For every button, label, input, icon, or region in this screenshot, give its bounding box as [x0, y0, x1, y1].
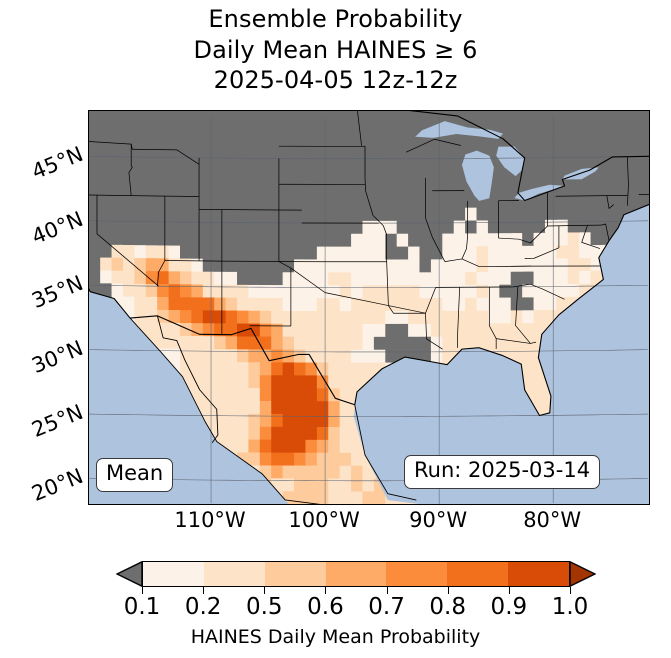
- colorbar-tick-label-7: 1.0: [551, 594, 589, 620]
- colorbar-tick-label-6: 0.9: [490, 594, 528, 620]
- colorbar-tick-5: [447, 587, 449, 594]
- lat-tick-35: 35°N: [28, 271, 87, 314]
- run-date-annotation: Run: 2025-03-14: [404, 455, 601, 489]
- member-annotation: Mean: [96, 458, 174, 492]
- title-line-3: 2025-04-05 12z-12z: [213, 66, 458, 95]
- colorbar-tick-1: [203, 587, 205, 594]
- title-line-1: Ensemble Probability: [208, 5, 463, 33]
- colorbar-tick-6: [508, 587, 510, 594]
- colorbar-tick-4: [386, 587, 388, 594]
- colorbar-tick-7: [570, 587, 571, 594]
- lat-tick-25: 25°N: [28, 399, 87, 443]
- lon-tick-80: 80°W: [523, 508, 582, 532]
- lat-tick-40: 40°N: [28, 206, 87, 249]
- colorbar: 0.1 0.2 0.5 0.6 0.7 0.8 0.9 1.0 HAINES Daily Me…: [0, 556, 671, 658]
- lon-tick-90: 90°W: [409, 508, 468, 532]
- colorbar-tick-label-1: 0.2: [184, 594, 222, 620]
- colorbar-segment-6: [508, 562, 570, 586]
- colorbar-segment-2: [264, 562, 326, 586]
- colorbar-tick-2: [264, 587, 266, 594]
- colorbar-tick-3: [325, 587, 327, 594]
- colorbar-segment-5: [447, 562, 509, 586]
- colorbar-segment-0: [143, 562, 204, 586]
- colorbar-tick-label-3: 0.6: [307, 594, 344, 620]
- colorbar-tick-label-2: 0.5: [245, 594, 283, 620]
- colorbar-tick-label-4: 0.7: [368, 594, 405, 620]
- colorbar-under-arrow: [116, 561, 142, 587]
- colorbar-tick-label-0: 0.1: [123, 594, 161, 620]
- lat-tick-20: 20°N: [28, 464, 87, 507]
- title-line-2: Daily Mean HAINES ≥ 6: [193, 35, 478, 64]
- lat-tick-45: 45°N: [28, 142, 87, 185]
- colorbar-segment-1: [203, 562, 265, 586]
- colorbar-over-arrow: [570, 561, 596, 587]
- colorbar-gradient: [142, 561, 570, 587]
- colorbar-segment-3: [325, 562, 387, 586]
- probability-heatmap: [89, 111, 649, 504]
- colorbar-segment-4: [386, 562, 448, 586]
- lon-tick-100: 100°W: [288, 508, 360, 532]
- lon-tick-110: 110°W: [174, 508, 246, 532]
- lat-tick-30: 30°N: [28, 335, 87, 378]
- figure-title: Ensemble Probability Daily Mean HAINES ≥…: [0, 4, 671, 96]
- colorbar-tick-label-5: 0.8: [429, 594, 466, 620]
- colorbar-label: HAINES Daily Mean Probability: [190, 626, 481, 648]
- map-axes[interactable]: [88, 110, 650, 505]
- colorbar-tick-0: [142, 587, 143, 594]
